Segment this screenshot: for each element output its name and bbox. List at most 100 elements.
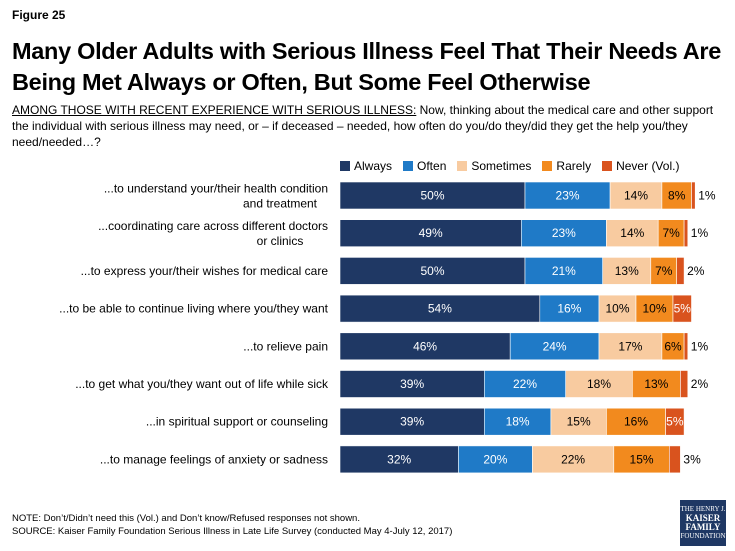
- legend-item-1: Often: [403, 159, 446, 173]
- bar-3-2: [598, 294, 637, 323]
- legend-label-0: Always: [354, 159, 393, 173]
- legend-swatch-3: [542, 161, 553, 171]
- category-label-line-1-1: ...coordinating care across different do…: [98, 219, 328, 233]
- category-label-1: ...coordinating care across different do…: [98, 219, 328, 248]
- category-label-5: ...to get what you/they want out of life…: [75, 377, 329, 391]
- logo-line-2: KAISER: [685, 513, 721, 523]
- bar-2-4: [676, 257, 685, 285]
- chart-legend: Always Often Sometimes Rarely Never (Vol.): [340, 159, 679, 173]
- data-label-6-3: 16%: [624, 415, 648, 429]
- bar-7-2: [532, 445, 615, 474]
- source-text: SOURCE: Kaiser Family Foundation Serious…: [12, 526, 453, 537]
- data-label-3-4: 5%: [674, 302, 692, 316]
- data-label-7-2: 22%: [561, 452, 585, 466]
- legend-label-2: Sometimes: [471, 159, 532, 173]
- legend-swatch-1: [403, 161, 414, 171]
- data-label-5-0: 39%: [400, 377, 424, 391]
- data-label-0-1: 23%: [556, 189, 580, 203]
- stacked-bar-chart: ...to understand your/their health condi…: [59, 181, 716, 474]
- chart-notes: NOTE: Don’t/Didn’t need this (Vol.) and …: [12, 512, 452, 538]
- data-label-6-2: 15%: [567, 415, 591, 429]
- legend-swatch-4: [602, 161, 613, 171]
- bar-4-2: [598, 332, 663, 361]
- legend-label-3: Rarely: [556, 159, 592, 173]
- bar-7-0: [339, 445, 459, 474]
- data-label-1-4: 1%: [691, 226, 709, 240]
- bar-3-4: [672, 294, 692, 323]
- bar-0-0: [339, 181, 526, 210]
- data-label-6-4: 5%: [666, 415, 684, 429]
- legend-swatch-2: [457, 161, 468, 171]
- category-label-line-1-2: or clinics: [257, 234, 304, 248]
- logo-line-4: FOUNDATION: [680, 532, 726, 540]
- data-label-0-3: 8%: [668, 189, 686, 203]
- legend-item-3: Rarely: [542, 159, 591, 173]
- data-label-3-1: 16%: [557, 302, 581, 316]
- chart-title: Many Older Adults with Serious Illness F…: [12, 38, 722, 95]
- data-label-5-4: 2%: [691, 377, 709, 391]
- bar-5-0: [339, 370, 485, 398]
- subtitle-text: Now, thinking about the medical care and…: [12, 103, 714, 149]
- bar-5-2: [565, 370, 633, 398]
- data-label-5-3: 13%: [644, 377, 668, 391]
- legend-label-1: Often: [417, 159, 447, 173]
- bar-5-1: [483, 370, 566, 398]
- data-label-2-0: 50%: [420, 264, 444, 278]
- data-label-2-3: 7%: [655, 264, 673, 278]
- bar-6-3: [606, 407, 666, 436]
- subtitle-prefix: AMONG THOSE WITH RECENT EXPERIENCE WITH …: [12, 103, 417, 117]
- bar-1-0: [339, 219, 522, 247]
- bar-2-2: [602, 257, 652, 285]
- bar-7-3: [613, 445, 670, 474]
- data-label-3-0: 54%: [428, 302, 452, 316]
- data-label-7-4: 3%: [683, 452, 701, 466]
- data-label-2-1: 21%: [552, 264, 576, 278]
- bar-0-1: [524, 181, 611, 210]
- bar-1-2: [606, 219, 659, 247]
- category-label-7: ...to manage feelings of anxiety or sadn…: [100, 452, 328, 466]
- bar-0-4: [691, 181, 696, 210]
- data-label-0-0: 50%: [420, 189, 444, 203]
- data-label-7-3: 15%: [630, 452, 654, 466]
- category-label-0: ...to understand your/their health condi…: [104, 182, 328, 211]
- bar-6-4: [665, 407, 685, 436]
- data-label-1-2: 14%: [620, 226, 644, 240]
- data-label-4-4: 1%: [691, 339, 709, 353]
- data-label-1-3: 7%: [662, 226, 680, 240]
- legend-item-4: Never (Vol.): [602, 159, 679, 173]
- legend-swatch-0: [340, 161, 350, 171]
- bar-7-4: [668, 445, 681, 474]
- figure-label: Figure 25: [12, 8, 66, 22]
- data-label-4-0: 46%: [413, 339, 437, 353]
- logo-line-3: FAMILY: [685, 522, 721, 532]
- category-label-line-0-2: and treatment: [243, 197, 318, 211]
- data-label-1-0: 49%: [419, 226, 443, 240]
- data-label-5-2: 18%: [587, 377, 611, 391]
- data-label-3-2: 10%: [605, 302, 629, 316]
- category-label-3: ...to be able to continue living where y…: [59, 302, 329, 316]
- data-label-0-4: 1%: [698, 189, 716, 203]
- data-label-6-1: 18%: [506, 415, 530, 429]
- bar-6-0: [339, 407, 485, 436]
- category-label-6: ...in spiritual support or counseling: [146, 415, 328, 429]
- logo-line-1: THE HENRY J.: [680, 505, 726, 513]
- bar-2-0: [339, 257, 526, 285]
- category-label-line-0-1: ...to understand your/their health condi…: [104, 182, 328, 196]
- legend-item-0: Always: [340, 159, 392, 173]
- data-label-3-3: 10%: [642, 302, 666, 316]
- data-label-4-1: 24%: [543, 339, 567, 353]
- category-label-4: ...to relieve pain: [243, 339, 328, 353]
- bar-2-1: [524, 257, 603, 285]
- data-label-6-0: 39%: [400, 415, 424, 429]
- data-label-4-2: 17%: [618, 339, 642, 353]
- chart-subtitle: AMONG THOSE WITH RECENT EXPERIENCE WITH …: [12, 102, 724, 150]
- data-label-0-2: 14%: [624, 189, 648, 203]
- data-label-5-1: 22%: [513, 377, 537, 391]
- data-label-2-2: 13%: [615, 264, 639, 278]
- category-label-2: ...to express your/their wishes for medi…: [81, 264, 329, 278]
- note-text: NOTE: Don’t/Didn’t need this (Vol.) and …: [12, 513, 360, 524]
- data-label-2-4: 2%: [687, 264, 705, 278]
- bar-4-4: [683, 332, 689, 361]
- data-label-1-1: 23%: [552, 226, 576, 240]
- bar-3-3: [635, 294, 674, 323]
